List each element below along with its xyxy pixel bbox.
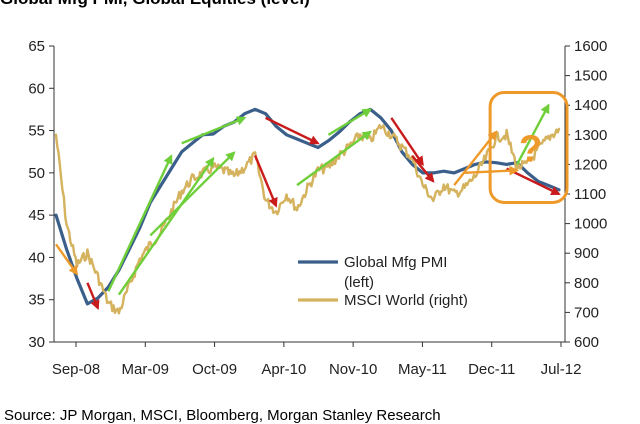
annotation-arrow-green bbox=[181, 116, 247, 145]
annotation-arrow-orange bbox=[55, 243, 79, 276]
annotation-arrow-green bbox=[117, 156, 215, 296]
x-tick-label: Nov-10 bbox=[329, 361, 377, 378]
annotation-arrow-red bbox=[506, 167, 561, 196]
y-left-tick-label: 65 bbox=[28, 38, 45, 55]
series-line-1 bbox=[54, 123, 561, 315]
y-right-tick-label: 1200 bbox=[574, 156, 607, 173]
annotation-arrow-green bbox=[107, 154, 173, 292]
y-right-tick-label: 900 bbox=[574, 245, 599, 262]
annotation-arrow-red bbox=[253, 155, 278, 208]
callout-question-mark: ? bbox=[519, 128, 542, 170]
x-tick-label: Dec-11 bbox=[468, 361, 515, 378]
annotation-arrow-green bbox=[149, 151, 236, 237]
annotation-arrow-red bbox=[265, 116, 320, 145]
y-right-tick-label: 800 bbox=[574, 275, 599, 292]
y-left-tick-label: 50 bbox=[28, 165, 45, 182]
chart-title: Global Mfg PMI, Global Equities (level) bbox=[0, 0, 310, 9]
callout-box bbox=[488, 91, 569, 204]
y-right-tick-label: 1000 bbox=[574, 216, 607, 233]
y-right-tick-label: 1300 bbox=[574, 127, 607, 144]
x-tick-label: Apr-10 bbox=[261, 361, 306, 378]
x-tick-label: Mar-09 bbox=[122, 361, 170, 378]
y-right-tick-label: 1400 bbox=[574, 97, 607, 114]
legend-label-pmi: Global Mfg PMI (left) bbox=[344, 254, 447, 291]
y-right-tick-label: 1100 bbox=[574, 186, 606, 203]
annotation-arrow-red bbox=[411, 155, 435, 183]
y-right-tick-label: 600 bbox=[574, 334, 599, 351]
series-line-0 bbox=[54, 107, 561, 306]
annotation-layer: ? bbox=[55, 91, 569, 310]
x-tick-label: Oct-09 bbox=[192, 361, 237, 378]
annotation-arrow-green bbox=[516, 103, 550, 165]
y-right-tick-label: 700 bbox=[574, 304, 599, 321]
source-note: Source: JP Morgan, MSCI, Bloomberg, Morg… bbox=[4, 407, 441, 424]
y-left-tick-label: 30 bbox=[28, 334, 45, 351]
y-left-tick-label: 45 bbox=[28, 207, 45, 224]
series-layer bbox=[54, 107, 561, 315]
y-left-tick-label: 40 bbox=[28, 249, 45, 266]
axes-group: 30 35 40 45 50 55 60 65 600 700 800 900 1000 1100 1200… bbox=[28, 38, 607, 378]
y-left-tick-label: 35 bbox=[28, 292, 45, 309]
y-right-tick-label: 1500 bbox=[574, 68, 607, 85]
x-tick-label: Sep-08 bbox=[52, 361, 100, 378]
annotation-arrow-green bbox=[327, 108, 373, 136]
annotation-arrow-green bbox=[296, 130, 372, 187]
legend-label-msci: MSCI World (right) bbox=[344, 292, 468, 309]
y-left-tick-label: 60 bbox=[28, 80, 45, 97]
legend: Global Mfg PMI (left)MSCI World (right) bbox=[298, 254, 468, 309]
annotation-arrow-red bbox=[390, 117, 424, 166]
annotation-arrow-red bbox=[86, 282, 100, 310]
y-left-tick-label: 55 bbox=[28, 123, 45, 140]
y-right-tick-label: 1600 bbox=[574, 38, 607, 55]
x-tick-label: Jul-12 bbox=[541, 361, 582, 378]
x-tick-label: May-11 bbox=[398, 361, 447, 378]
